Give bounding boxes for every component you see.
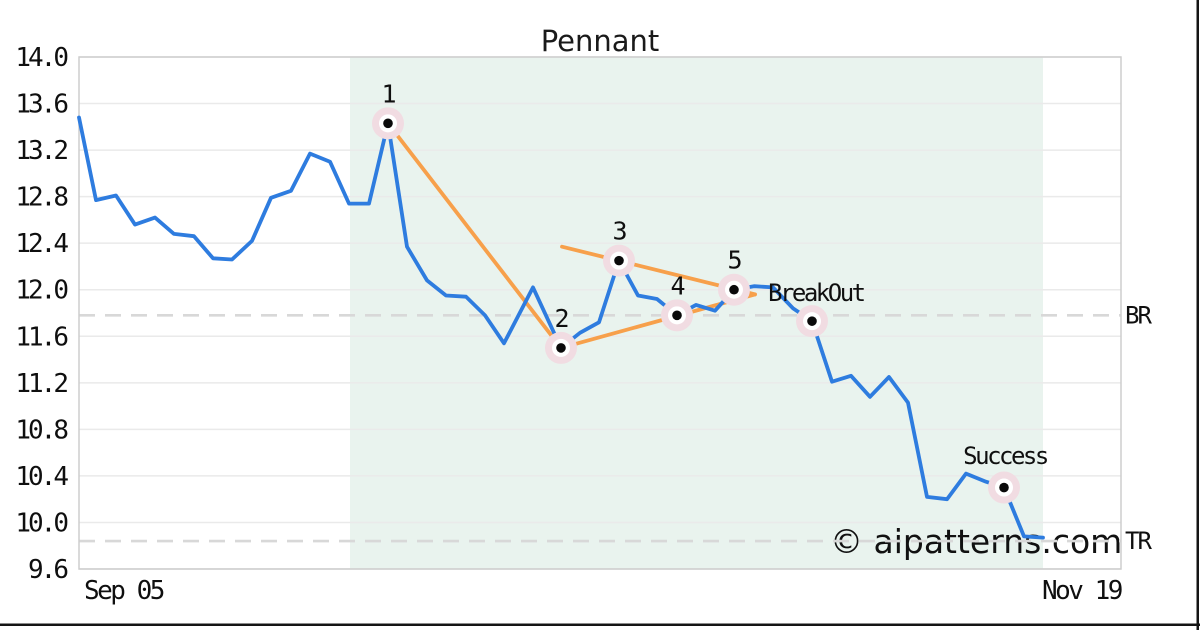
pattern-point-dot — [672, 310, 682, 321]
flagpole-trendline — [386, 121, 563, 350]
y-tick-label: 12.4 — [15, 229, 68, 259]
pattern-point-dot — [614, 255, 624, 266]
y-tick-label: 10.8 — [15, 415, 67, 445]
breakout-resistance-level-label: BR — [1125, 301, 1152, 329]
pattern-markers-layer: 1 2 3 4 5 — [372, 79, 1020, 504]
y-tick-label: 11.2 — [15, 369, 67, 399]
axis-text-layer: Pennant Sep 05 Nov 19 — [84, 24, 1124, 606]
annotation-layer: BreakOut Success — [768, 279, 1050, 470]
plot-border-layer — [78, 56, 1122, 570]
y-tick-label: 12.8 — [15, 183, 67, 213]
frame-bottom-edge — [0, 623, 1200, 626]
pattern-point-dot — [999, 482, 1009, 493]
pattern-point-label: 5 — [727, 246, 741, 275]
pattern-shaded-region — [350, 57, 1043, 569]
pattern-point-dot — [807, 316, 817, 326]
shaded-pattern-region-layer — [350, 57, 1043, 569]
y-tick-label: 10.4 — [15, 462, 68, 492]
pattern-point-label: 1 — [381, 79, 395, 108]
y-tick-label: 12.0 — [15, 276, 67, 306]
pattern-point-dot — [729, 284, 739, 295]
x-tick-label-start: Sep 05 — [84, 576, 164, 606]
y-tick-label: 10.0 — [15, 508, 67, 538]
pattern-point-dot — [556, 343, 566, 353]
pattern-point-label: 4 — [670, 271, 684, 300]
frame-right-edge — [1196, 0, 1199, 630]
target-level-label: TR — [1125, 527, 1152, 555]
y-tick-label: 9.6 — [28, 555, 67, 585]
success-annotation: Success — [963, 442, 1048, 470]
breakout-annotation: BreakOut — [768, 279, 865, 307]
y-tick-label: 13.6 — [15, 90, 67, 120]
x-tick-label-end: Nov 19 — [1042, 576, 1122, 606]
chart-title: Pennant — [541, 24, 660, 58]
y-tick-label: 11.6 — [15, 322, 67, 352]
pattern-point-label: 3 — [612, 217, 626, 246]
pattern-point-dot — [383, 118, 393, 129]
pattern-point-label: 2 — [554, 304, 567, 333]
y-tick-label: 13.2 — [15, 136, 67, 166]
y-tick-label: 14.0 — [15, 43, 67, 73]
plot-border — [78, 56, 1122, 570]
